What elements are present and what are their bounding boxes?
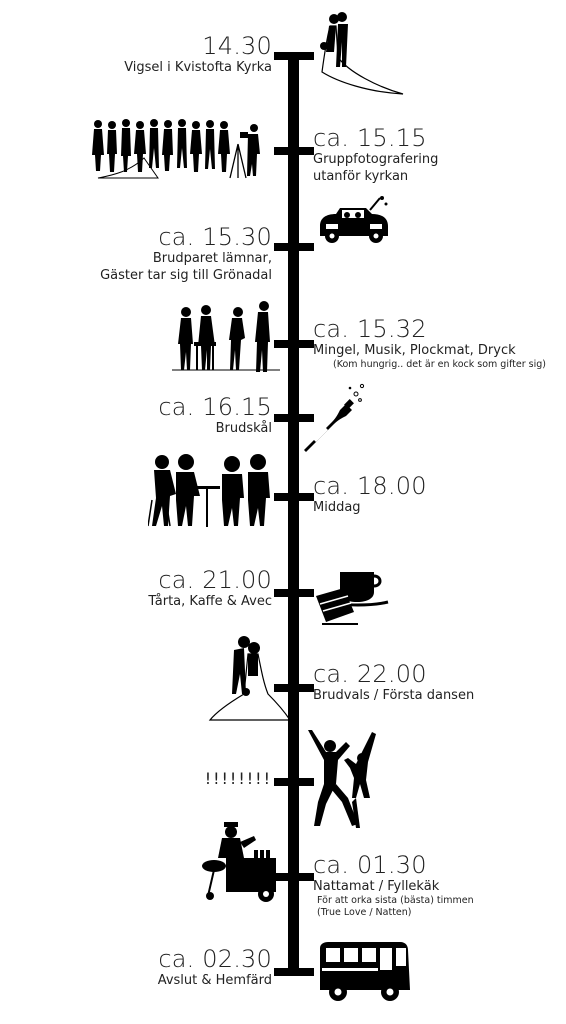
event-time: ca. 15.15 (313, 124, 427, 152)
event-label: Vigsel i Kvistofta Kyrka (124, 60, 272, 75)
event-label: Brudparet lämnar, Gäster tar sig till Gr… (100, 251, 272, 283)
event-item: ca. 18.00 Middag (313, 473, 566, 516)
bus-icon (316, 938, 412, 1006)
timeline-tick (274, 778, 314, 786)
event-label: Middag (313, 500, 361, 515)
timeline-tick (274, 243, 314, 251)
event-item: !!!!!!!! (10, 770, 272, 787)
event-time: ca. 01.30 (313, 851, 427, 879)
event-item: ca. 22.00 Brudvals / Första dansen (313, 661, 566, 704)
event-label: Avslut & Hemfärd (157, 973, 272, 988)
event-time: ca. 22.00 (313, 660, 427, 688)
timeline-tick (274, 589, 314, 597)
event-item: ca. 15.15 Gruppfotografering utanför kyr… (313, 125, 566, 185)
wedding-car-icon (316, 196, 392, 248)
event-time: ca. 16.15 (158, 393, 272, 421)
event-label: Tårta, Kaffe & Avec (148, 594, 272, 609)
event-note: För att orka sista (bästa) timmen (True … (317, 895, 474, 918)
event-label: Gruppfotografering utanför kyrkan (313, 152, 439, 184)
bride-groom-icon (318, 12, 408, 98)
group-photo-icon (88, 118, 268, 182)
event-item: ca. 16.15 Brudskål (10, 394, 272, 437)
timeline-tick (274, 147, 314, 155)
event-time: !!!!!!!! (204, 769, 272, 788)
timeline-spine (288, 52, 299, 976)
event-time: ca. 21.00 (158, 566, 272, 594)
timeline-tick (274, 684, 314, 692)
event-label: Mingel, Musik, Plockmat, Dryck (313, 343, 516, 358)
party-dance-icon (300, 728, 380, 832)
event-item: ca. 21.00 Tårta, Kaffe & Avec (10, 567, 272, 610)
event-time: ca. 15.30 (158, 223, 272, 251)
event-note: (Kom hungrig.. det är en kock som gifter… (333, 359, 546, 370)
food-cart-icon (200, 820, 280, 904)
timeline-tick (274, 873, 314, 881)
first-dance-icon (208, 634, 292, 724)
event-item: ca. 01.30 Nattamat / Fyllekäk För att or… (313, 852, 563, 919)
timeline-tick (274, 968, 314, 976)
timeline-tick (274, 493, 314, 501)
timeline-tick (274, 414, 314, 422)
event-label: Brudskål (215, 421, 272, 436)
event-time: ca. 18.00 (313, 472, 427, 500)
timeline-tick (274, 52, 314, 60)
event-item: 14.30 Vigsel i Kvistofta Kyrka (10, 33, 272, 76)
event-time: ca. 15.32 (313, 315, 427, 343)
mingle-icon (172, 300, 280, 374)
event-item: ca. 02.30 Avslut & Hemfärd (10, 946, 272, 989)
event-item: ca. 15.32 Mingel, Musik, Plockmat, Dryck… (313, 316, 563, 371)
event-time: 14.30 (202, 32, 272, 60)
event-time: ca. 02.30 (158, 945, 272, 973)
cake-coffee-icon (314, 566, 390, 626)
event-label: Brudvals / Första dansen (313, 688, 475, 703)
timeline-tick (274, 340, 314, 348)
event-label: Nattamat / Fyllekäk (313, 879, 440, 894)
event-item: ca. 15.30 Brudparet lämnar, Gäster tar s… (10, 224, 272, 284)
champagne-icon (298, 380, 368, 458)
dinner-icon (148, 452, 274, 532)
